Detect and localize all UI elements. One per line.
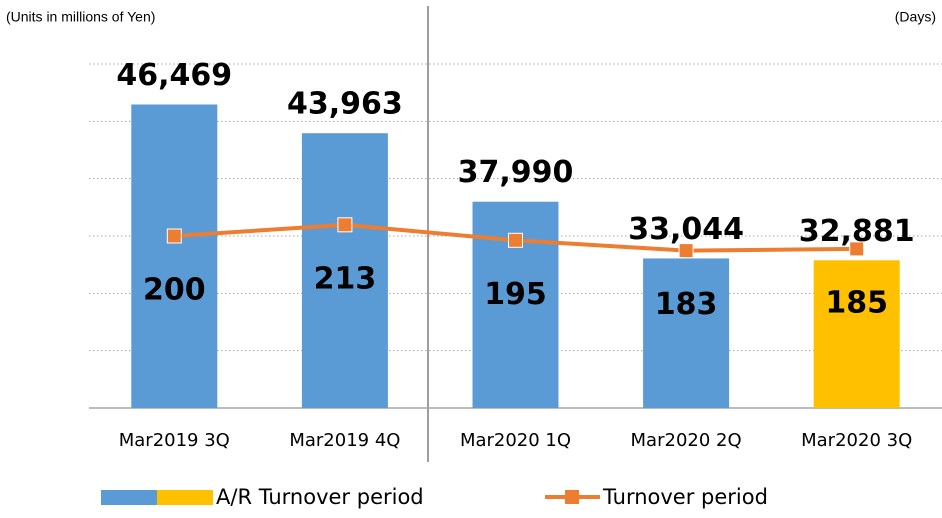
line-marker	[166, 228, 182, 244]
x-tick-label: Mar2020 3Q	[801, 430, 912, 451]
x-tick-label: Mar2020 2Q	[631, 430, 742, 451]
right-unit: (Days)	[895, 9, 936, 25]
line-marker	[678, 243, 694, 259]
x-tick-label: Mar2020 1Q	[460, 430, 571, 451]
x-tick-label: Mar2019 3Q	[119, 430, 230, 451]
line-value-label: 195	[484, 277, 547, 312]
x-tick-label: Mar2019 4Q	[289, 430, 400, 451]
bar	[813, 260, 900, 408]
legend-swatch	[157, 490, 213, 505]
bar-value-label: 43,963	[287, 87, 403, 122]
line-value-label: 185	[825, 285, 888, 320]
left-unit: (Units in millions of Yen)	[6, 9, 155, 25]
legend-marker	[565, 490, 579, 504]
bar	[643, 258, 730, 408]
bar-value-label: 46,469	[116, 58, 232, 93]
line-value-label: 200	[143, 273, 206, 308]
line-marker	[849, 241, 865, 257]
bar-value-label: 33,044	[628, 212, 744, 247]
line-marker	[508, 232, 523, 248]
bar	[301, 133, 388, 408]
legend-label: A/R Turnover period	[216, 485, 424, 509]
line-marker	[337, 217, 353, 233]
line-value-label: 213	[314, 261, 377, 296]
bar	[131, 104, 218, 408]
line-value-label: 183	[655, 287, 718, 322]
legend-label: Turnover period	[602, 485, 768, 509]
bar-value-label: 37,990	[458, 155, 574, 190]
legend-swatch	[101, 490, 157, 505]
